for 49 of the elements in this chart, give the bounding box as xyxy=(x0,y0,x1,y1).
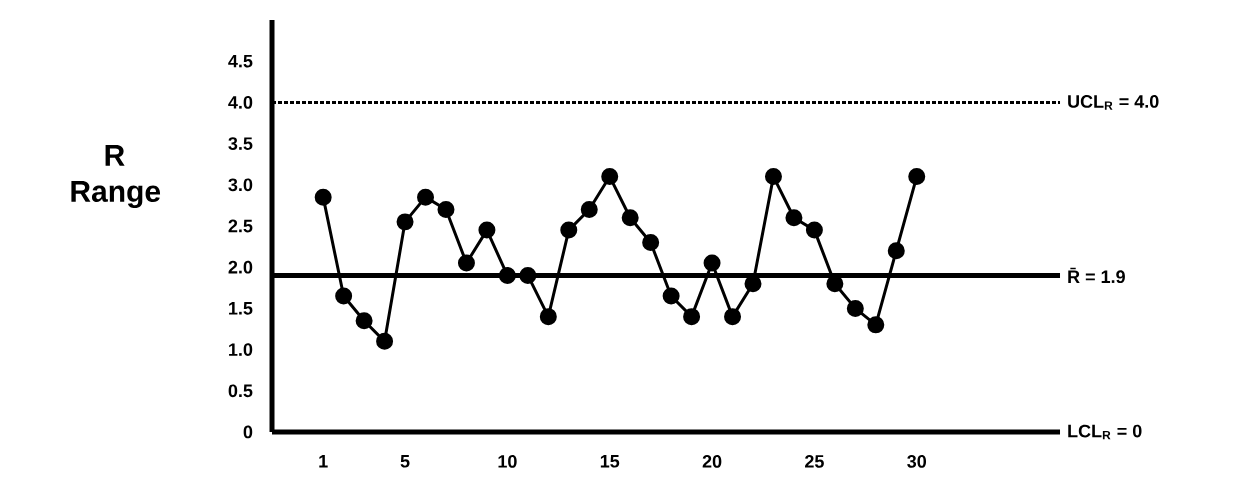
point xyxy=(683,308,701,326)
point xyxy=(621,209,639,227)
y-tick-label: 3.5 xyxy=(228,137,253,150)
point xyxy=(560,221,578,239)
point xyxy=(785,209,803,227)
point xyxy=(601,168,619,186)
ref-line-label: R̄ = 1.9 xyxy=(1068,267,1125,284)
point xyxy=(580,201,598,219)
point xyxy=(478,221,496,239)
point xyxy=(417,188,435,206)
y-tick-label: 4.5 xyxy=(228,54,253,68)
y-tick-label: 1.0 xyxy=(229,343,253,356)
y-tick-label: 3.0 xyxy=(228,178,253,192)
y-tick-label: 0 xyxy=(243,425,253,439)
x-tick-label: 10 xyxy=(498,455,517,468)
y-tick-label: 1.5 xyxy=(229,302,253,315)
x-tick-label: 15 xyxy=(600,455,620,468)
point xyxy=(642,233,660,251)
point xyxy=(908,168,926,186)
point xyxy=(396,213,414,231)
point xyxy=(662,287,680,305)
point xyxy=(355,312,373,330)
point xyxy=(724,308,742,326)
y-tick-label: 2.0 xyxy=(228,260,253,274)
point xyxy=(887,242,905,260)
point xyxy=(703,254,721,272)
ref-line-label: UCL$_{R}$ = 4.0 xyxy=(1068,95,1159,110)
point xyxy=(314,188,332,206)
x-tick-label: 25 xyxy=(805,455,824,468)
point xyxy=(539,308,557,326)
point xyxy=(764,168,782,186)
y-axis-title: R Range xyxy=(71,145,161,209)
x-tick-label: 20 xyxy=(702,455,722,468)
point xyxy=(457,254,475,272)
point xyxy=(867,316,885,334)
point xyxy=(846,299,864,317)
y-tick-label: 0.5 xyxy=(228,384,253,398)
x-tick-label: 30 xyxy=(907,455,927,468)
point xyxy=(498,266,516,284)
x-tick-label: 1 xyxy=(319,455,328,468)
point xyxy=(376,332,394,350)
point xyxy=(519,266,537,284)
x-tick-label: 5 xyxy=(400,455,410,468)
y-tick-label: 2.5 xyxy=(228,219,253,233)
point xyxy=(437,201,455,219)
point xyxy=(805,221,823,239)
text: LCL$_{R}$ = 0 xyxy=(1068,424,1142,440)
point xyxy=(335,287,353,305)
y-tick-label: 4.0 xyxy=(228,96,253,109)
